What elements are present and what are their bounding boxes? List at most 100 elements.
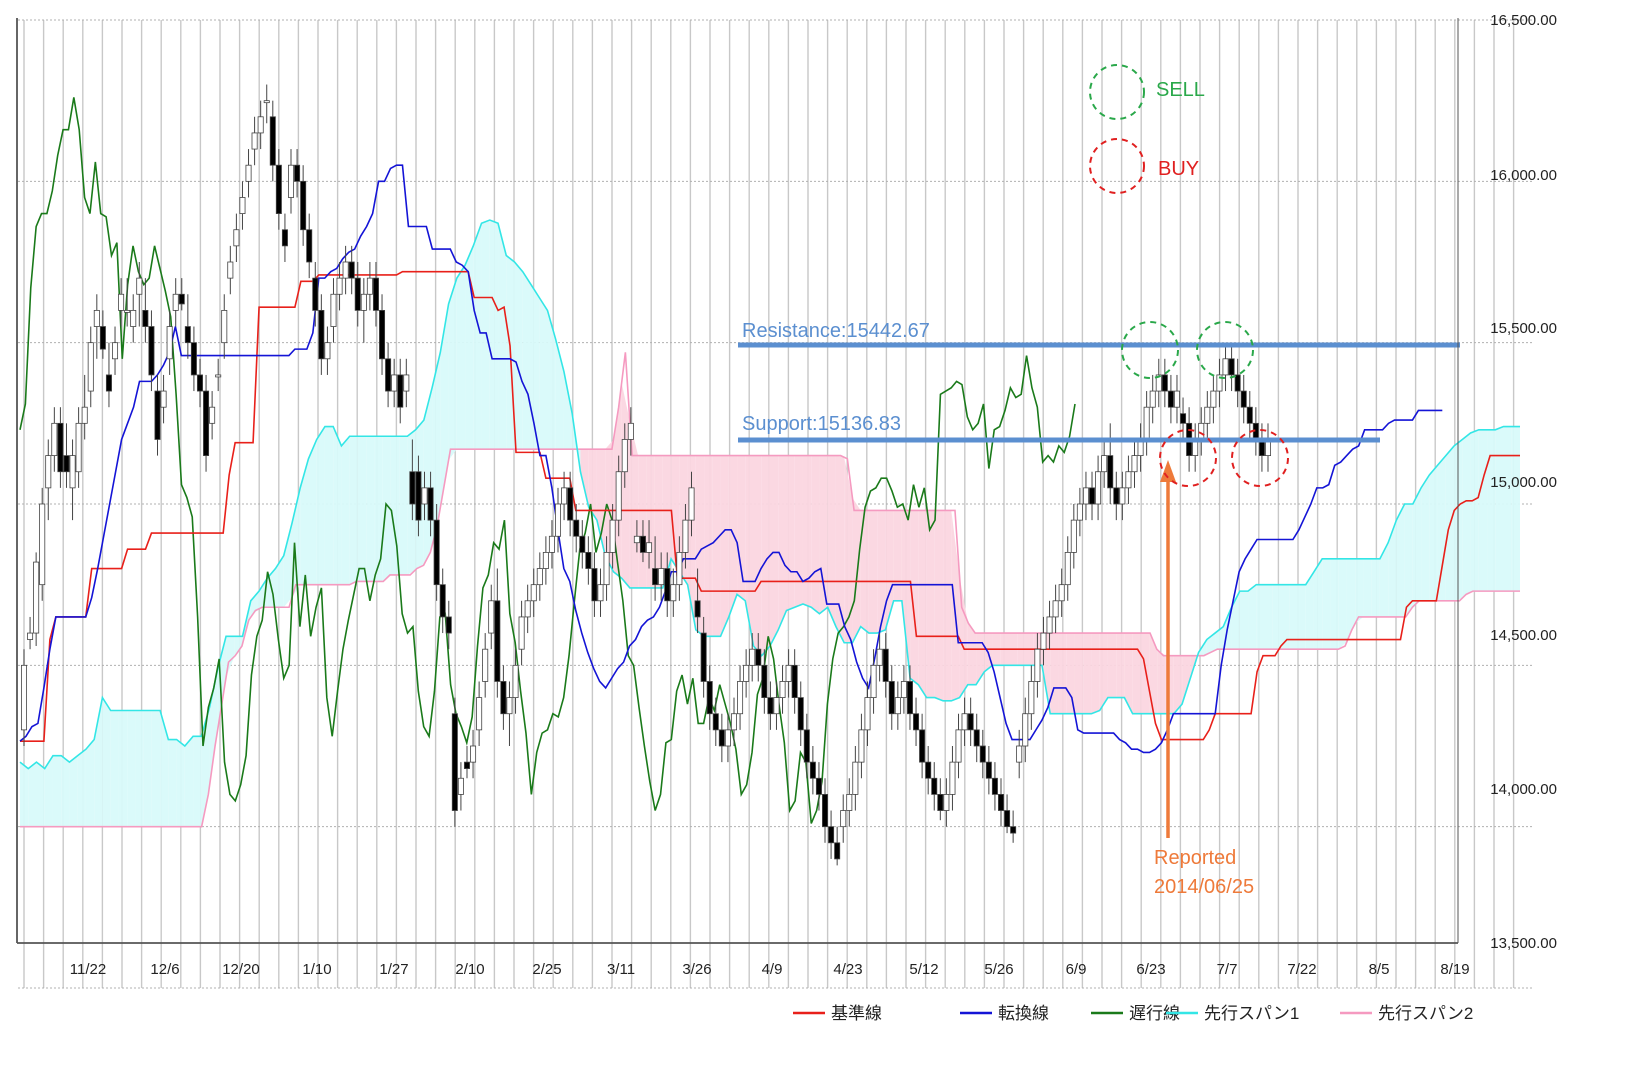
y-tick-label: 16,000.00: [1490, 167, 1557, 184]
candle-body-down: [913, 713, 920, 731]
candle-body-up: [1125, 471, 1132, 489]
candle-body-down: [494, 600, 501, 682]
span2-line: [20, 352, 1520, 828]
cloud-bullish-segment: [1412, 487, 1422, 607]
cloud-bullish-segment: [184, 736, 194, 827]
cloud-bullish-segment: [432, 352, 441, 546]
candle-body-up: [743, 664, 750, 682]
cloud-bearish-segment: [1140, 633, 1150, 714]
candle-body-up: [457, 777, 464, 795]
cloud-bullish-segment: [176, 739, 185, 827]
cloud-bearish-segment: [778, 455, 787, 630]
candle-body-up: [130, 309, 137, 327]
candle-body-up: [33, 561, 40, 634]
candle-body-up: [615, 471, 622, 521]
candle-body-up: [676, 552, 683, 586]
candle-body-up: [603, 552, 610, 586]
cloud-bullish-segment: [440, 303, 449, 508]
cloud-bullish-segment: [127, 710, 136, 827]
cloud-bullish-segment: [399, 436, 408, 575]
cloud-bearish-segment: [1107, 633, 1117, 698]
candle-body-up: [20, 664, 27, 731]
candle-body-up: [288, 164, 295, 198]
cloud-bullish-segment: [118, 710, 128, 827]
candle-body-down: [979, 745, 986, 763]
candle-body-up: [561, 487, 568, 505]
cloud-bearish-segment: [1058, 633, 1067, 714]
candle-body-up: [160, 390, 167, 408]
cloud-bullish-segment: [1272, 584, 1281, 650]
candle-body-up: [1064, 552, 1071, 586]
cloud-bullish-segment: [539, 297, 548, 450]
candle-body-up: [730, 713, 737, 731]
candle-body-down: [1089, 487, 1096, 505]
cloud-bullish-segment: [349, 436, 358, 585]
cloud-bullish-segment: [366, 436, 375, 582]
candle-body-up: [172, 293, 179, 311]
x-tick-label: 5/12: [909, 961, 938, 978]
candle-body-up: [1016, 745, 1023, 763]
candle-body-up: [1046, 616, 1053, 634]
cloud-bullish-segment: [563, 371, 573, 450]
candle-body-up: [215, 374, 222, 378]
cloud-bearish-segment: [918, 510, 927, 698]
candle-body-down: [985, 761, 992, 779]
x-tick-label: 7/22: [1287, 961, 1316, 978]
cloud-bullish-segment: [1305, 571, 1314, 650]
cloud-bearish-segment: [844, 457, 853, 643]
x-tick-label: 12/6: [150, 961, 179, 978]
cloud-bearish-segment: [835, 455, 845, 643]
cloud-bullish-segment: [1264, 584, 1273, 650]
candle-body-down: [184, 326, 191, 344]
buy-signal-circle: [1159, 429, 1217, 487]
candle-body-up: [1119, 487, 1126, 505]
x-tick-label: 11/22: [70, 961, 106, 978]
candle-body-down: [306, 229, 313, 263]
candle-body-down: [973, 729, 980, 747]
legend-label: 遅行線: [1129, 1004, 1180, 1023]
candle-body-up: [342, 261, 349, 279]
candle-body-down: [1004, 810, 1011, 828]
candle-body-up: [688, 487, 695, 521]
cloud-bullish-segment: [85, 739, 95, 827]
candle-body-up: [670, 584, 677, 602]
candle-body-up: [876, 648, 883, 666]
cloud-bearish-segment: [967, 621, 977, 685]
cloud-bullish-segment: [1256, 584, 1265, 650]
candle-body-down: [1228, 358, 1235, 376]
cloud-bearish-segment: [926, 510, 935, 698]
candle-body-down: [294, 164, 301, 182]
cloud-bullish-segment: [498, 223, 507, 450]
cloud-bullish-segment: [1297, 584, 1306, 650]
candle-body-down: [1010, 826, 1017, 834]
candle-body-up: [1222, 358, 1229, 376]
candle-body-up: [112, 342, 119, 360]
candle-body-up: [27, 632, 34, 640]
candle-body-down: [372, 277, 379, 311]
candle-body-up: [39, 503, 46, 586]
cloud-bullish-segment: [1322, 558, 1331, 650]
candle-body-up: [658, 568, 665, 586]
cloud-bullish-segment: [1478, 429, 1488, 592]
cloud-bearish-segment: [588, 449, 597, 521]
cloud-bearish-segment: [720, 455, 729, 637]
resistance-label: Resistance:15442.67: [742, 320, 930, 342]
y-tick-label: 15,000.00: [1490, 474, 1557, 491]
cloud-bullish-segment: [283, 523, 292, 608]
candle-body-up: [403, 374, 410, 392]
candle-body-up: [1058, 584, 1065, 602]
candle-body-down: [822, 794, 829, 828]
candle-body-up: [852, 761, 859, 795]
sell-signal-circle: [1121, 321, 1179, 379]
cloud-bullish-segment: [259, 578, 268, 609]
cloud-bullish-segment: [1429, 465, 1438, 601]
cloud-bullish-segment: [1289, 584, 1298, 650]
candle-body-down: [694, 600, 701, 618]
candle-body-up: [245, 164, 252, 182]
candle-body-down: [1240, 390, 1247, 408]
cloud-bearish-segment: [827, 455, 836, 627]
cloud-bearish-segment: [868, 510, 878, 634]
cloud-bullish-segment: [374, 436, 383, 582]
candle-body-up: [227, 261, 234, 279]
candle-body-down: [385, 358, 392, 392]
